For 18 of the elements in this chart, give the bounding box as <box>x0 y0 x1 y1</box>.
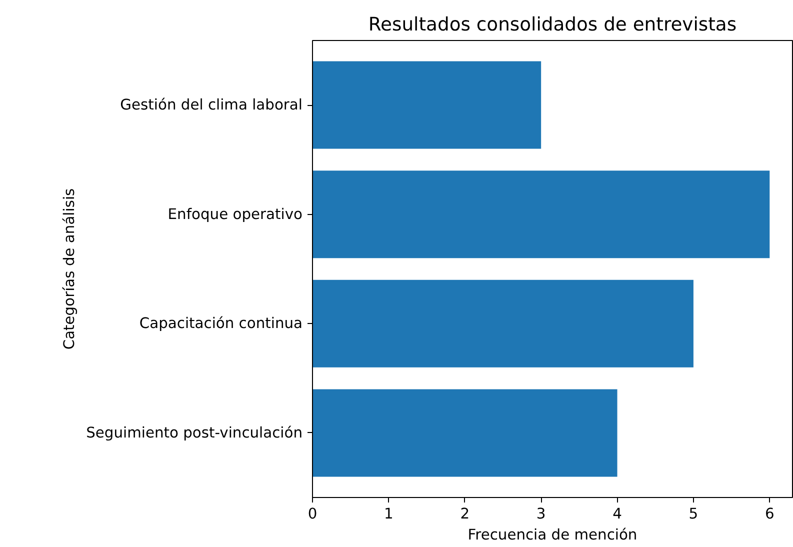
bar <box>312 170 770 258</box>
x-tick-label: 1 <box>384 506 394 522</box>
bar <box>312 389 618 477</box>
x-tick-label: 2 <box>460 506 470 522</box>
x-tick-label: 6 <box>764 506 774 522</box>
x-tick-label: 5 <box>688 506 698 522</box>
bar <box>312 280 694 368</box>
x-axis-title: Frecuencia de mención <box>468 526 638 544</box>
x-tick-label: 0 <box>308 506 318 522</box>
x-tick-label: 4 <box>612 506 622 522</box>
y-tick-label: Seguimiento post-vinculación <box>86 424 303 442</box>
bar <box>312 61 542 149</box>
y-tick-label: Gestión del clima laboral <box>120 96 303 114</box>
x-tick-label: 3 <box>536 506 546 522</box>
y-axis-title: Categorías de análisis <box>61 188 78 350</box>
chart-title: Resultados consolidados de entrevistas <box>368 14 737 36</box>
y-tick-label: Enfoque operativo <box>168 206 303 223</box>
y-tick-label: Capacitación continua <box>139 315 302 332</box>
